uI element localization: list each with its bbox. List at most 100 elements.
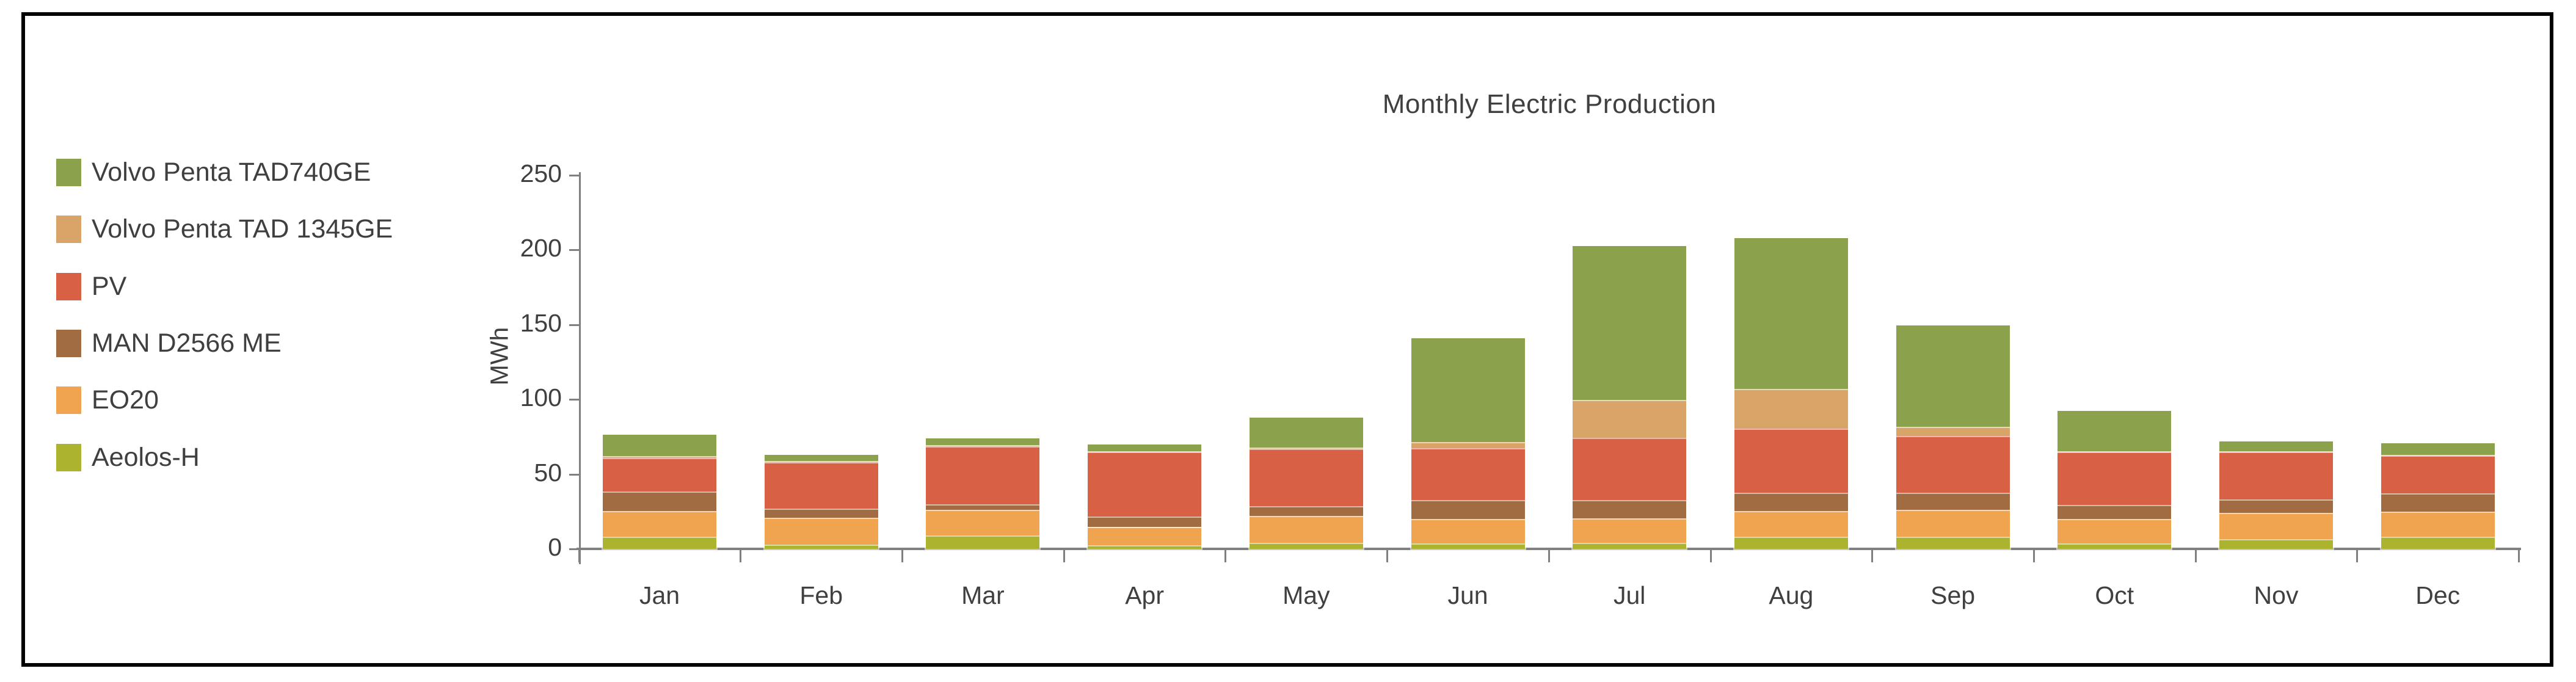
x-axis-tick xyxy=(2356,550,2359,562)
bar-segment-aug-eo20[interactable] xyxy=(1733,509,1849,539)
bar-segment-jul-volvo-penta-tad740ge[interactable] xyxy=(1571,245,1688,402)
bar-segment-oct-volvo-penta-tad-1345ge[interactable] xyxy=(2056,449,2173,454)
bar-segment-may-volvo-penta-tad-1345ge[interactable] xyxy=(1248,446,1364,451)
legend-label: EO20 xyxy=(92,385,159,415)
bar-segment-jan-volvo-penta-tad740ge[interactable] xyxy=(602,433,718,458)
bar-segment-feb-aeolos-h[interactable] xyxy=(763,543,879,551)
x-axis-tick xyxy=(1386,550,1389,562)
y-axis-line xyxy=(579,172,581,564)
bar-segment-jan-man-d2566-me[interactable] xyxy=(602,490,718,512)
bar-segment-sep-eo20[interactable] xyxy=(1894,509,2011,539)
bar-segment-feb-pv[interactable] xyxy=(763,461,879,510)
bar-segment-apr-volvo-penta-tad740ge[interactable] xyxy=(1086,443,1203,452)
bar-segment-jul-pv[interactable] xyxy=(1571,436,1688,502)
bar-segment-sep-man-d2566-me[interactable] xyxy=(1894,492,2011,512)
bar-segment-jul-eo20[interactable] xyxy=(1571,517,1688,545)
bar-segment-mar-volvo-penta-tad-1345ge[interactable] xyxy=(925,443,1041,448)
legend-swatch-icon xyxy=(56,272,81,300)
bar-segment-aug-aeolos-h[interactable] xyxy=(1733,535,1849,550)
bar-segment-may-man-d2566-me[interactable] xyxy=(1248,505,1364,518)
bar-segment-oct-pv[interactable] xyxy=(2056,450,2173,506)
y-axis-tick-label: 50 xyxy=(534,458,562,487)
bar-segment-mar-eo20[interactable] xyxy=(925,509,1041,537)
y-axis-tick-label: 200 xyxy=(520,234,562,263)
chart-title: Monthly Electric Production xyxy=(1382,89,1717,119)
x-axis-category-label: Apr xyxy=(1125,581,1164,609)
bar-segment-sep-aeolos-h[interactable] xyxy=(1894,535,2011,550)
y-axis-tick xyxy=(569,175,580,176)
bar-segment-aug-volvo-penta-tad-1345ge[interactable] xyxy=(1733,388,1849,430)
bar-segment-mar-man-d2566-me[interactable] xyxy=(925,502,1041,512)
y-axis-tick-label: 250 xyxy=(520,159,562,187)
legend-item-aeolos-h[interactable]: Aeolos-H xyxy=(56,442,200,472)
bar-segment-jan-volvo-penta-tad-1345ge[interactable] xyxy=(602,454,718,460)
bar-segment-nov-pv[interactable] xyxy=(2218,450,2334,501)
bar-segment-jul-volvo-penta-tad-1345ge[interactable] xyxy=(1571,399,1688,439)
bar-segment-dec-volvo-penta-tad740ge[interactable] xyxy=(2379,442,2496,456)
bar-segment-aug-pv[interactable] xyxy=(1733,427,1849,495)
bar-segment-jun-pv[interactable] xyxy=(1410,446,1526,502)
bar-segment-oct-aeolos-h[interactable] xyxy=(2056,542,2173,550)
bar-segment-jun-volvo-penta-tad-1345ge[interactable] xyxy=(1410,440,1526,449)
y-axis-tick xyxy=(569,473,580,476)
bar-segment-may-volvo-penta-tad740ge[interactable] xyxy=(1248,416,1364,449)
legend-swatch-icon xyxy=(56,159,81,186)
bar-segment-feb-eo20[interactable] xyxy=(763,516,879,546)
legend-item-volvo-penta-tad-1345ge[interactable]: Volvo Penta TAD 1345GE xyxy=(56,214,393,244)
bar-segment-apr-pv[interactable] xyxy=(1086,450,1203,518)
bar-segment-dec-eo20[interactable] xyxy=(2379,510,2496,539)
bar-segment-jun-volvo-penta-tad740ge[interactable] xyxy=(1410,336,1526,443)
bar-segment-oct-man-d2566-me[interactable] xyxy=(2056,503,2173,521)
bar-segment-may-pv[interactable] xyxy=(1248,447,1364,508)
bar-segment-feb-volvo-penta-tad740ge[interactable] xyxy=(763,453,879,462)
bar-segment-apr-man-d2566-me[interactable] xyxy=(1086,515,1203,529)
bar-segment-mar-volvo-penta-tad740ge[interactable] xyxy=(925,437,1041,446)
y-axis-tick xyxy=(569,548,580,550)
chart-frame xyxy=(21,12,2553,667)
legend-item-volvo-penta-tad740ge[interactable]: Volvo Penta TAD740GE xyxy=(56,158,371,187)
bar-segment-jan-pv[interactable] xyxy=(602,456,718,493)
legend-item-pv[interactable]: PV xyxy=(56,272,126,301)
bar-segment-dec-aeolos-h[interactable] xyxy=(2379,535,2496,550)
x-axis-tick xyxy=(1063,550,1065,562)
bar-segment-apr-volvo-penta-tad-1345ge[interactable] xyxy=(1086,449,1203,454)
bar-segment-jul-aeolos-h[interactable] xyxy=(1571,542,1688,550)
bar-segment-dec-pv[interactable] xyxy=(2379,454,2496,495)
x-axis-category-label: Oct xyxy=(2095,581,2134,609)
bar-segment-dec-man-d2566-me[interactable] xyxy=(2379,492,2496,513)
bar-segment-sep-pv[interactable] xyxy=(1894,435,2011,495)
bar-segment-nov-man-d2566-me[interactable] xyxy=(2218,498,2334,515)
bar-segment-oct-volvo-penta-tad740ge[interactable] xyxy=(2056,409,2173,452)
bar-segment-aug-man-d2566-me[interactable] xyxy=(1733,492,1849,512)
bar-segment-feb-man-d2566-me[interactable] xyxy=(763,507,879,519)
bar-segment-jul-man-d2566-me[interactable] xyxy=(1571,499,1688,520)
bar-segment-sep-volvo-penta-tad740ge[interactable] xyxy=(1894,324,2011,429)
bar-segment-apr-eo20[interactable] xyxy=(1086,526,1203,546)
bar-segment-apr-aeolos-h[interactable] xyxy=(1086,543,1203,551)
legend-swatch-icon xyxy=(56,443,81,471)
bar-segment-aug-volvo-penta-tad740ge[interactable] xyxy=(1733,236,1849,391)
legend-item-eo20[interactable]: EO20 xyxy=(56,385,159,415)
bar-segment-jan-aeolos-h[interactable] xyxy=(602,535,718,550)
bar-segment-may-eo20[interactable] xyxy=(1248,515,1364,545)
bar-segment-oct-eo20[interactable] xyxy=(2056,518,2173,545)
bar-segment-nov-volvo-penta-tad-1345ge[interactable] xyxy=(2218,449,2334,454)
x-axis-tick xyxy=(1709,550,1712,562)
bar-segment-jun-aeolos-h[interactable] xyxy=(1410,542,1526,550)
bar-segment-nov-aeolos-h[interactable] xyxy=(2218,538,2334,550)
legend-label: Aeolos-H xyxy=(92,442,200,472)
bar-segment-nov-volvo-penta-tad740ge[interactable] xyxy=(2218,440,2334,452)
bar-segment-nov-eo20[interactable] xyxy=(2218,512,2334,541)
legend-item-man-d2566-me[interactable]: MAN D2566 ME xyxy=(56,328,282,358)
bar-segment-feb-volvo-penta-tad-1345ge[interactable] xyxy=(763,459,879,464)
bar-segment-jun-eo20[interactable] xyxy=(1410,518,1526,545)
bar-segment-mar-pv[interactable] xyxy=(925,445,1041,506)
bar-segment-mar-aeolos-h[interactable] xyxy=(925,534,1041,550)
x-axis-tick xyxy=(2518,550,2520,562)
legend-label: Volvo Penta TAD 1345GE xyxy=(92,214,393,244)
bar-segment-may-aeolos-h[interactable] xyxy=(1248,542,1364,550)
bar-segment-jan-eo20[interactable] xyxy=(602,509,718,539)
bar-segment-sep-volvo-penta-tad-1345ge[interactable] xyxy=(1894,426,2011,438)
bar-segment-jun-man-d2566-me[interactable] xyxy=(1410,499,1526,521)
